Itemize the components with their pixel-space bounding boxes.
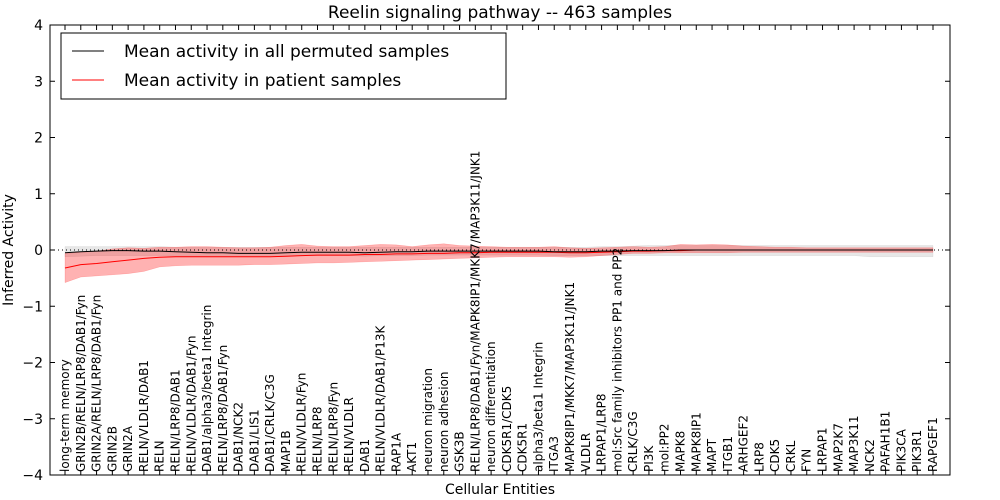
x-category-label: PIK3CA — [894, 428, 908, 472]
x-category-label: GRIN2B — [105, 426, 119, 472]
x-category-label: RELN/LRP8 — [311, 406, 325, 472]
x-category-label: VLDLR — [579, 433, 593, 472]
chart-title: Reelin signaling pathway -- 463 samples — [328, 3, 672, 23]
x-category-label: RELN/VLDLR/DAB1/P13K — [374, 325, 388, 472]
x-category-label: CDK5R1/CDK5 — [500, 386, 514, 472]
plot-frame — [49, 24, 951, 476]
x-category-label: ITGB1 — [721, 436, 735, 472]
x-category-label: DAB1/alpha3/beta1 Integrin — [200, 305, 214, 472]
y-tick-label: 2 — [34, 131, 43, 147]
x-category-label: CDK5R1 — [516, 423, 530, 472]
x-category-label: neuron migration — [421, 368, 435, 472]
axis-ticks: −4 −3 −2 −1 0 1 2 3 4 — [22, 18, 950, 484]
x-category-label: PAFAH1B1 — [879, 411, 893, 472]
x-category-label: MAPK8 — [674, 431, 688, 472]
x-category-label: LRPAP1 — [816, 427, 830, 472]
x-category-label: DAB1/LIS1 — [247, 409, 261, 472]
y-tick-label: 1 — [34, 187, 43, 203]
x-category-label: mol:PP2 — [658, 423, 672, 472]
x-category-label: MAP2K7 — [831, 423, 845, 472]
x-category-label: CDK5 — [768, 439, 782, 472]
x-category-label: RELN/VLDLR — [342, 397, 356, 472]
x-category-label: GRIN2A/RELN/LRP8/DAB1/Fyn — [90, 295, 104, 472]
x-category-label: NCK2 — [863, 439, 877, 472]
x-category-label: GSK3B — [453, 431, 467, 472]
x-category-label: MAP1B — [279, 430, 293, 472]
x-category-label: RELN/LRP8/DAB1/Fyn/MAPK8IP1/MKK7/MAP3K11… — [468, 151, 482, 472]
x-category-label: LRPAP1/LRP8 — [595, 393, 609, 472]
x-category-label: MAPK8IP1 — [689, 412, 703, 472]
x-category-label: GRIN2B/RELN/LRP8/DAB1/Fyn — [74, 295, 88, 472]
series-line-0 — [64, 249, 933, 254]
x-category-label: long-term memory — [58, 359, 72, 472]
x-category-label: neuron differentiation — [484, 341, 498, 472]
x-category-label: ARHGEF2 — [737, 415, 751, 472]
y-tick-label: −1 — [22, 299, 43, 315]
x-category-label: GRIN2A — [121, 425, 135, 472]
x-category-label: CRKL — [784, 440, 798, 472]
x-category-label: alpha3/beta1 Integrin — [532, 342, 546, 472]
legend: Mean activity in all permuted samples Mea… — [60, 32, 507, 100]
y-tick-label: 4 — [34, 18, 43, 34]
x-category-label: RAP1A — [389, 432, 403, 472]
x-category-label: MAPT — [705, 438, 719, 472]
x-category-label: RELN/LRP8/DAB1 — [169, 369, 183, 472]
legend-box — [60, 32, 507, 100]
x-category-label: RELN/VLDLR/DAB1 — [137, 360, 151, 472]
series-lines — [50, 249, 950, 269]
x-category-label: RELN/VLDLR/DAB1/Fyn — [184, 336, 198, 472]
category-labels: long-term memory GRIN2B/RELN/LRP8/DAB1/Fy… — [58, 151, 940, 472]
y-tick-label: 3 — [34, 74, 43, 90]
x-category-label: PI3K — [642, 445, 656, 472]
x-category-label: FYN — [800, 449, 814, 472]
y-tick-label: 0 — [34, 243, 43, 259]
x-category-label: neuron adhesion — [437, 371, 451, 472]
x-category-label: LRP8 — [752, 442, 766, 472]
x-category-label: DAB1 — [358, 439, 372, 472]
x-category-label: PIK3R1 — [910, 430, 924, 472]
x-category-label: RELN — [153, 440, 167, 472]
y-tick-label: −4 — [22, 468, 43, 484]
y-tick-label: −2 — [22, 356, 43, 372]
x-category-label: MAP3K11 — [847, 415, 861, 472]
x-category-label: mol:Src family inhibitors PP1 and PP2 — [610, 248, 624, 472]
x-category-label: ITGA3 — [547, 436, 561, 472]
x-category-label: RAPGEF1 — [926, 417, 940, 472]
x-category-label: AKT1 — [405, 442, 419, 472]
x-category-label: RELN/VLDLR/Fyn — [295, 373, 309, 472]
legend-label: Mean activity in all permuted samples — [124, 42, 449, 62]
x-category-label: MAPK8IP1/MKK7/MAP3K11/JNK1 — [563, 282, 577, 472]
band-1 — [64, 243, 934, 283]
x-category-label: CRLK/C3G — [626, 411, 640, 472]
x-category-label: DAB1/NCK2 — [232, 402, 246, 472]
legend-label: Mean activity in patient samples — [124, 71, 401, 91]
x-category-label: RELN/LRP8/Fyn — [326, 382, 340, 472]
x-axis-label: Cellular Entities — [445, 482, 555, 498]
x-category-label: RELN/LRP8/DAB1/Fyn — [216, 345, 230, 472]
x-category-label: DAB1/CRLK/C3G — [263, 374, 277, 472]
y-tick-label: −3 — [22, 412, 43, 428]
y-axis-label: Inferred Activity — [1, 194, 17, 306]
